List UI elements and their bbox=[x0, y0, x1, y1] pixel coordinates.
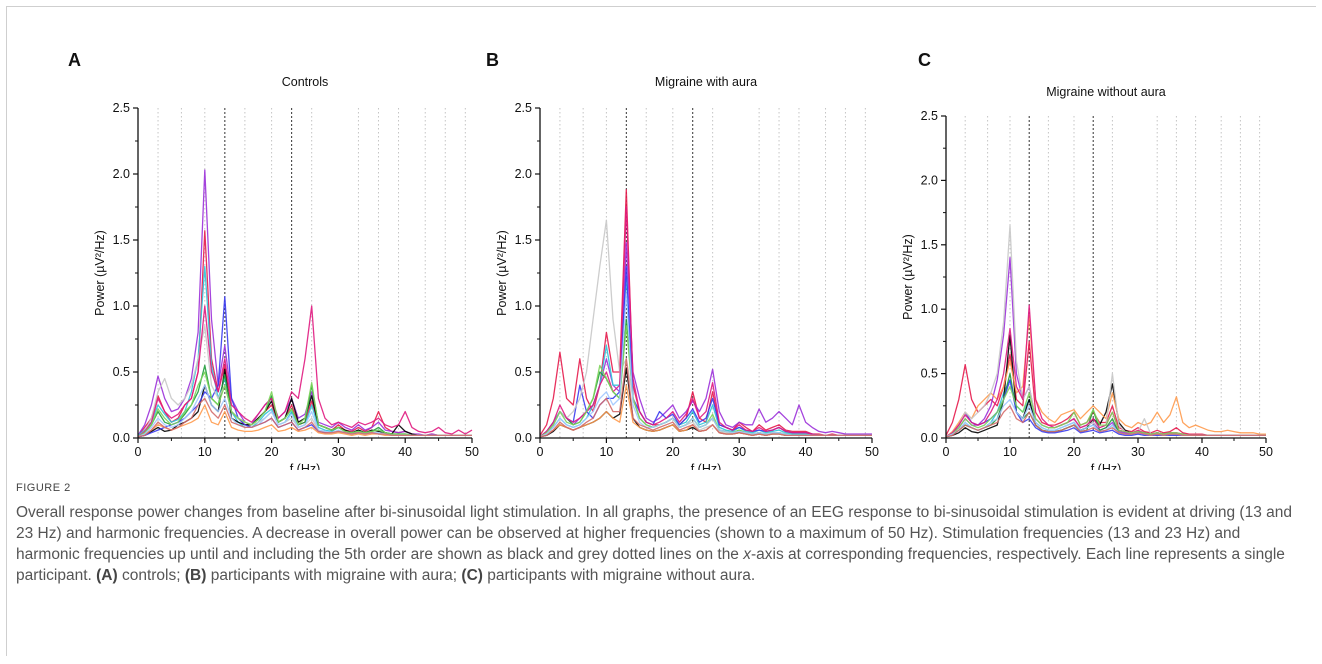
caption-text-2: -axis at corresponding frequencies, resp… bbox=[16, 546, 1285, 584]
y-tick-label: 0.0 bbox=[113, 431, 130, 445]
x-tick-label: 20 bbox=[666, 445, 680, 459]
series-line bbox=[539, 318, 872, 438]
series-line bbox=[137, 397, 472, 438]
x-tick-label: 30 bbox=[1131, 445, 1145, 459]
series-line bbox=[137, 305, 473, 438]
x-tick-label: 40 bbox=[398, 445, 412, 459]
chart-panels: A Controls 0.0 0.5 1.0 1.5 2.0 2.5 0 10 20 30 40 50 f … bbox=[68, 50, 1273, 470]
chart-panel-a: A Controls 0.0 0.5 1.0 1.5 2.0 2.5 0 10 20 30 40 50 f … bbox=[68, 50, 479, 470]
x-tick-label: 0 bbox=[943, 445, 950, 459]
x-tick-label: 0 bbox=[537, 445, 544, 459]
y-tick-label: 1.0 bbox=[515, 299, 532, 313]
caption-b-bold: (B) bbox=[184, 567, 207, 584]
panel-title: Migraine with aura bbox=[655, 75, 757, 89]
y-axis-label: Power (µV²/Hz) bbox=[901, 234, 915, 320]
caption-text-3: controls; bbox=[117, 567, 185, 584]
y-tick-label: 2.5 bbox=[921, 109, 938, 123]
chart-panel-b: B Migraine with aura 0.0 0.5 1.0 1.5 2.0 2.5 0 10… bbox=[486, 50, 879, 470]
series-line bbox=[539, 367, 872, 438]
series-line bbox=[945, 405, 1266, 438]
y-tick-label: 1.5 bbox=[515, 233, 532, 247]
y-tick-label: 2.5 bbox=[515, 101, 532, 115]
x-tick-label: 20 bbox=[265, 445, 279, 459]
x-tick-label: 10 bbox=[599, 445, 613, 459]
series-line bbox=[539, 276, 872, 438]
x-axis-label: f (Hz) bbox=[1091, 462, 1122, 470]
y-axis-label: Power (µV²/Hz) bbox=[93, 230, 107, 316]
panel-letter: B bbox=[486, 50, 499, 70]
x-axis-label: f (Hz) bbox=[290, 462, 321, 470]
x-tick-label: 10 bbox=[198, 445, 212, 459]
y-tick-label: 0.5 bbox=[515, 365, 532, 379]
y-tick-label: 0.0 bbox=[921, 431, 938, 445]
x-tick-label: 50 bbox=[865, 445, 879, 459]
x-tick-label: 50 bbox=[1259, 445, 1273, 459]
y-tick-label: 2.0 bbox=[113, 167, 130, 181]
x-tick-label: 50 bbox=[465, 445, 479, 459]
series-line bbox=[137, 230, 472, 437]
y-tick-label: 1.5 bbox=[113, 233, 130, 247]
x-tick-label: 30 bbox=[331, 445, 345, 459]
series-line bbox=[137, 169, 472, 437]
y-tick-label: 0.5 bbox=[113, 365, 130, 379]
y-tick-label: 2.0 bbox=[921, 173, 938, 187]
series-line bbox=[945, 314, 1266, 438]
chart-panel-c: C Migraine without aura 0.0 0.5 1.0 1.5 2.0 2.5… bbox=[901, 50, 1273, 470]
x-tick-label: 30 bbox=[732, 445, 746, 459]
caption-text-4: participants with migraine with aura; bbox=[206, 567, 462, 584]
caption-a-bold: (A) bbox=[96, 567, 118, 584]
y-tick-label: 1.0 bbox=[921, 302, 938, 316]
panel-title: Controls bbox=[282, 75, 329, 89]
caption-text-5: participants with migraine without aura. bbox=[482, 567, 756, 584]
series-line bbox=[539, 206, 872, 438]
figure-label: FIGURE 2 bbox=[16, 482, 71, 494]
y-tick-label: 2.0 bbox=[515, 167, 532, 181]
caption-text-1: Overall response power changes from base… bbox=[16, 504, 1292, 563]
panel-title: Migraine without aura bbox=[1046, 85, 1166, 99]
series-line bbox=[539, 292, 872, 438]
caption-x-italic: x bbox=[743, 546, 751, 563]
y-tick-label: 0.5 bbox=[921, 367, 938, 381]
series-line bbox=[539, 358, 872, 438]
x-axis-label: f (Hz) bbox=[691, 462, 722, 470]
caption-c-bold: (C) bbox=[461, 567, 483, 584]
y-tick-label: 1.5 bbox=[921, 238, 938, 252]
panel-letter: A bbox=[68, 50, 81, 70]
y-tick-label: 1.0 bbox=[113, 299, 130, 313]
panel-letter: C bbox=[918, 50, 931, 70]
figure-caption: Overall response power changes from base… bbox=[16, 502, 1306, 586]
x-tick-label: 10 bbox=[1003, 445, 1017, 459]
x-tick-label: 20 bbox=[1067, 445, 1081, 459]
y-axis-label: Power (µV²/Hz) bbox=[495, 230, 509, 316]
y-tick-label: 2.5 bbox=[113, 101, 130, 115]
figure-frame bbox=[6, 6, 1316, 656]
x-tick-label: 40 bbox=[1195, 445, 1209, 459]
y-tick-label: 0.0 bbox=[515, 431, 532, 445]
x-tick-label: 0 bbox=[135, 445, 142, 459]
x-tick-label: 40 bbox=[799, 445, 813, 459]
